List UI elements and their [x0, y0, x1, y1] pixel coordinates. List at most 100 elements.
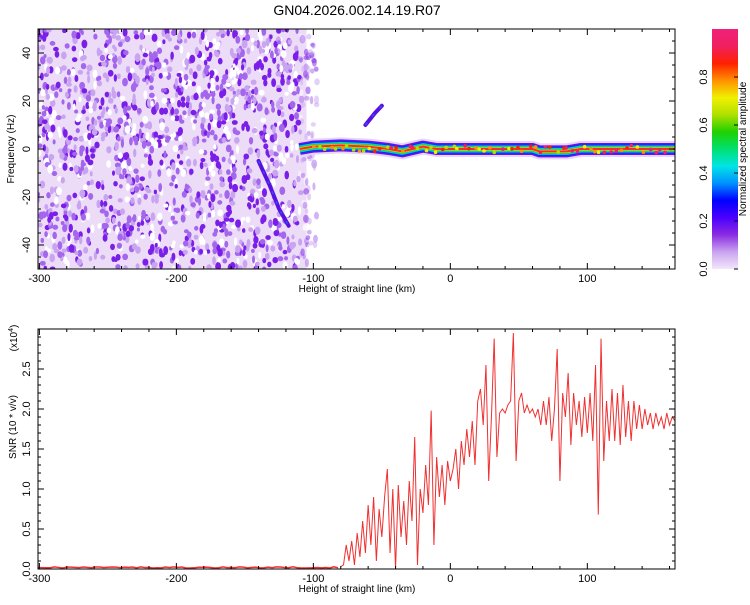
- ridge-peak: [389, 146, 394, 150]
- noise-cell: [158, 72, 163, 79]
- ridge-peak: [556, 150, 561, 154]
- noise-cell: [117, 136, 121, 142]
- noise-cell: [277, 40, 281, 45]
- noise-cell: [77, 69, 84, 75]
- noise-cell: [117, 152, 123, 159]
- noise-cell: [183, 229, 189, 234]
- noise-cell: [282, 249, 288, 255]
- ridge-peak: [311, 144, 316, 149]
- noise-cell: [228, 181, 233, 190]
- noise-cell: [61, 248, 67, 253]
- noise-cell: [232, 166, 237, 173]
- y-tick-label: 1.5: [21, 441, 33, 456]
- noise-cell: [239, 185, 243, 190]
- noise-cell: [270, 101, 275, 108]
- noise-cell: [229, 86, 235, 92]
- noise-cell: [61, 236, 66, 245]
- noise-cell: [152, 51, 158, 59]
- noise-cell: [193, 249, 198, 255]
- noise-cell: [257, 56, 263, 61]
- noise-cell: [132, 93, 136, 102]
- noise-cell: [151, 106, 157, 115]
- noise-cell: [207, 82, 211, 89]
- ridge-peak: [344, 144, 349, 148]
- noise-cell: [154, 242, 158, 248]
- noise-cell: [53, 248, 60, 254]
- noise-cell: [147, 121, 153, 130]
- ridge-peak: [538, 150, 543, 155]
- noise-cell: [86, 227, 91, 234]
- noise-cell: [261, 214, 267, 223]
- noise-cell: [274, 47, 278, 55]
- noise-cell: [163, 150, 167, 159]
- noise-cell: [73, 85, 78, 93]
- noise-cell: [93, 33, 98, 40]
- noise-cell: [88, 125, 93, 132]
- noise-cell: [68, 223, 73, 233]
- ridge-peak: [543, 145, 548, 149]
- noise-cell: [284, 170, 290, 180]
- noise-cell: [77, 249, 83, 257]
- ridge-peak: [596, 150, 601, 155]
- noise-cell: [310, 122, 316, 127]
- noise-cell: [134, 34, 140, 40]
- noise-cell: [156, 47, 163, 54]
- noise-cell: [298, 238, 303, 246]
- noise-cell: [128, 166, 133, 172]
- noise-cell: [56, 186, 63, 196]
- spectrogram-ylabel: Frequency (Hz): [6, 115, 17, 184]
- noise-cell: [264, 133, 270, 141]
- noise-cell: [198, 149, 205, 155]
- noise-cell: [111, 216, 116, 224]
- ridge-peak: [654, 150, 659, 155]
- noise-cell: [253, 63, 257, 72]
- noise-cell: [70, 68, 76, 77]
- noise-cell: [157, 169, 162, 177]
- noise-cell: [178, 264, 182, 269]
- noise-cell: [313, 66, 319, 72]
- noise-cell: [182, 110, 187, 116]
- noise-cell: [48, 154, 55, 161]
- noise-cell: [176, 153, 180, 159]
- noise-cell: [226, 130, 231, 140]
- noise-cell: [78, 135, 85, 142]
- noise-cell: [287, 199, 292, 209]
- noise-cell: [278, 123, 285, 133]
- colorbar-ticks: 0.0 0.2 0.4 0.6 0.8: [698, 69, 738, 277]
- noise-cell: [104, 29, 109, 35]
- noise-cell: [145, 78, 149, 86]
- noise-cell: [104, 47, 108, 53]
- noise-cell: [225, 69, 229, 76]
- noise-cell: [106, 228, 112, 234]
- noise-cell: [178, 114, 183, 123]
- noise-cell: [75, 231, 80, 239]
- noise-cell: [209, 109, 215, 114]
- noise-cell: [140, 220, 145, 226]
- ridge-peak: [507, 146, 511, 151]
- noise-cell: [252, 96, 257, 105]
- noise-cell: [145, 67, 150, 76]
- noise-cell: [271, 200, 275, 206]
- noise-cell: [114, 106, 118, 114]
- noise-cell: [87, 159, 94, 166]
- noise-cell: [40, 56, 46, 65]
- noise-cell: [164, 126, 170, 134]
- noise-cell: [292, 264, 298, 269]
- noise-cell: [276, 144, 282, 152]
- noise-cell: [180, 86, 184, 92]
- noise-cell: [293, 180, 297, 187]
- noise-cell: [272, 257, 279, 264]
- noise-cell: [141, 58, 146, 66]
- noise-cell: [62, 162, 68, 171]
- noise-cell: [280, 77, 285, 86]
- noise-cell: [255, 198, 260, 206]
- noise-cell: [307, 193, 312, 201]
- noise-cell: [280, 50, 287, 59]
- noise-cell: [75, 32, 81, 40]
- noise-cell: [142, 115, 149, 124]
- noise-cell: [298, 129, 303, 135]
- x-tick-label: -100: [302, 573, 324, 585]
- noise-cell: [77, 113, 83, 119]
- noise-cell: [217, 57, 223, 65]
